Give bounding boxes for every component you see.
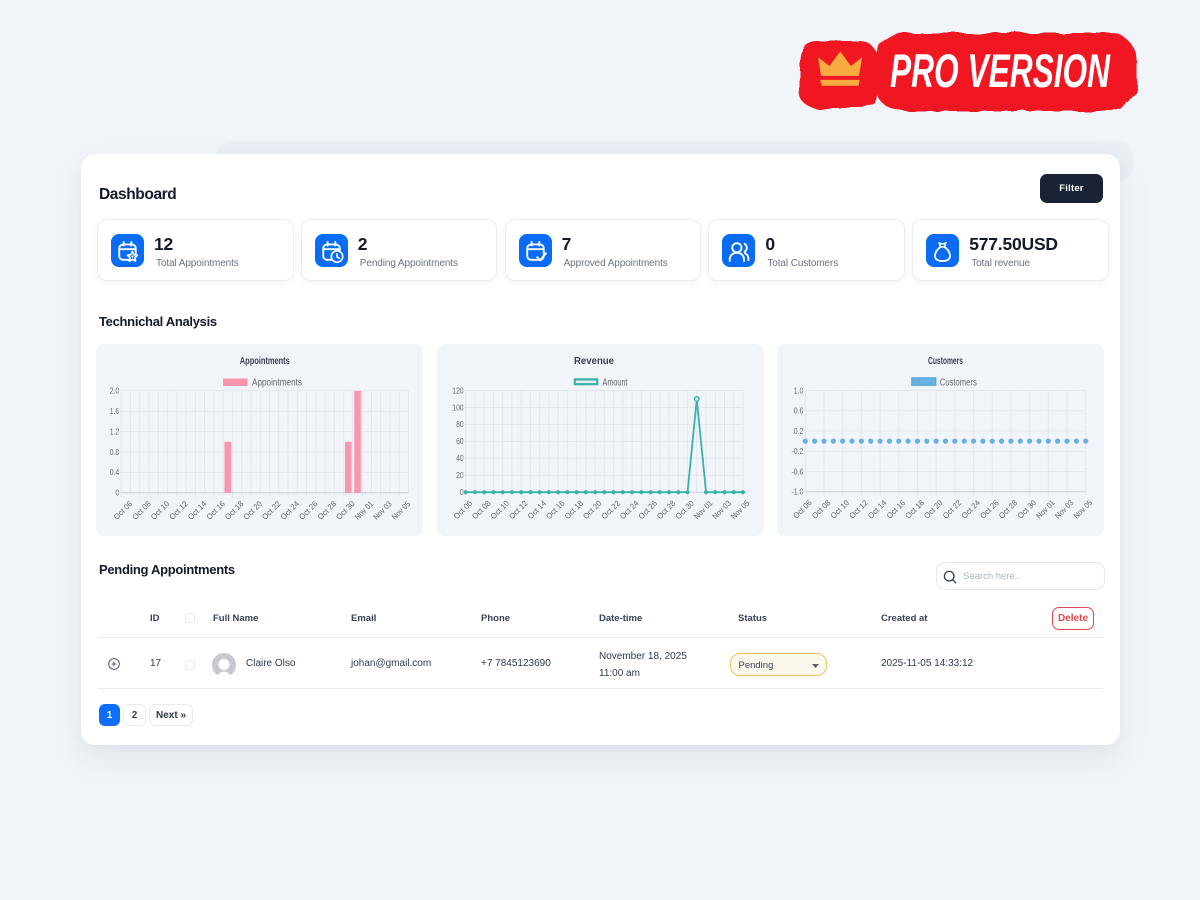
svg-text:Nov 01: Nov 01 (1034, 498, 1057, 521)
svg-text:Oct 10: Oct 10 (488, 498, 511, 521)
svg-text:Oct 10: Oct 10 (829, 498, 852, 521)
svg-text:Customers: Customers (928, 356, 963, 367)
svg-text:1.0: 1.0 (794, 385, 804, 395)
svg-text:Oct 30: Oct 30 (1016, 498, 1039, 521)
svg-text:Oct 12: Oct 12 (507, 498, 530, 521)
svg-text:Oct 18: Oct 18 (223, 499, 246, 522)
svg-text:Customers: Customers (940, 378, 977, 389)
svg-text:Oct 24: Oct 24 (960, 498, 983, 521)
svg-text:Nov 05: Nov 05 (1072, 498, 1095, 521)
svg-text:Oct 18: Oct 18 (562, 498, 585, 521)
svg-text:Oct 08: Oct 08 (470, 498, 493, 521)
svg-text:Revenue: Revenue (574, 356, 614, 367)
svg-text:Oct 30: Oct 30 (673, 498, 696, 521)
svg-text:-0.6: -0.6 (792, 466, 804, 476)
svg-text:Oct 06: Oct 06 (791, 498, 814, 521)
svg-text:Oct 10: Oct 10 (149, 499, 172, 522)
svg-text:Oct 28: Oct 28 (655, 498, 678, 521)
svg-text:Oct 20: Oct 20 (922, 498, 945, 521)
svg-text:Oct 24: Oct 24 (618, 498, 641, 521)
svg-text:Oct 26: Oct 26 (297, 499, 320, 522)
svg-text:Nov 03: Nov 03 (710, 498, 733, 521)
svg-text:Oct 14: Oct 14 (525, 498, 548, 521)
svg-text:PRO VERSION: PRO VERSION (890, 44, 1111, 97)
svg-text:40: 40 (456, 453, 464, 463)
svg-text:Oct 14: Oct 14 (186, 499, 209, 522)
svg-text:Appointments: Appointments (252, 378, 302, 389)
svg-text:Oct 24: Oct 24 (279, 499, 302, 522)
svg-text:0.8: 0.8 (110, 447, 120, 457)
svg-text:Nov 03: Nov 03 (1053, 498, 1076, 521)
svg-text:Oct 26: Oct 26 (636, 498, 659, 521)
svg-text:Oct 28: Oct 28 (316, 499, 339, 522)
svg-text:Oct 12: Oct 12 (168, 499, 191, 522)
svg-text:-1.0: -1.0 (792, 487, 804, 497)
svg-text:0.4: 0.4 (110, 467, 120, 477)
svg-text:Nov 01: Nov 01 (353, 499, 376, 522)
svg-text:Nov 01: Nov 01 (692, 498, 715, 521)
svg-text:-0.2: -0.2 (792, 446, 804, 456)
svg-text:Oct 08: Oct 08 (810, 498, 833, 521)
svg-text:Oct 18: Oct 18 (904, 498, 927, 521)
svg-text:Oct 16: Oct 16 (885, 498, 908, 521)
svg-text:Oct 12: Oct 12 (848, 498, 871, 521)
svg-text:120: 120 (452, 385, 464, 395)
svg-text:Oct 16: Oct 16 (205, 499, 228, 522)
svg-text:1.2: 1.2 (110, 426, 120, 436)
svg-text:Oct 26: Oct 26 (978, 498, 1001, 521)
svg-text:Oct 16: Oct 16 (544, 498, 567, 521)
svg-text:Nov 03: Nov 03 (371, 499, 394, 522)
svg-text:Oct 22: Oct 22 (599, 498, 622, 521)
svg-text:Oct 06: Oct 06 (112, 499, 135, 522)
svg-text:1.6: 1.6 (110, 406, 120, 416)
svg-text:2.0: 2.0 (110, 386, 120, 396)
svg-text:80: 80 (456, 419, 464, 429)
svg-text:60: 60 (456, 436, 464, 446)
svg-text:Oct 08: Oct 08 (131, 499, 154, 522)
svg-text:Oct 06: Oct 06 (451, 498, 474, 521)
svg-text:Oct 28: Oct 28 (997, 498, 1020, 521)
svg-text:Amount: Amount (602, 378, 627, 389)
svg-text:20: 20 (456, 470, 464, 480)
svg-text:Nov 05: Nov 05 (729, 498, 752, 521)
svg-text:Oct 14: Oct 14 (866, 498, 889, 521)
svg-text:0.6: 0.6 (794, 406, 804, 416)
svg-text:Appointments: Appointments (240, 356, 290, 367)
svg-text:Oct 22: Oct 22 (260, 499, 283, 522)
svg-text:Oct 22: Oct 22 (941, 498, 964, 521)
svg-text:100: 100 (452, 402, 464, 412)
svg-text:0.2: 0.2 (794, 426, 804, 436)
svg-text:Oct 30: Oct 30 (334, 499, 357, 522)
svg-text:Nov 05: Nov 05 (390, 499, 413, 522)
svg-text:Oct 20: Oct 20 (581, 498, 604, 521)
svg-text:Oct 20: Oct 20 (242, 499, 265, 522)
